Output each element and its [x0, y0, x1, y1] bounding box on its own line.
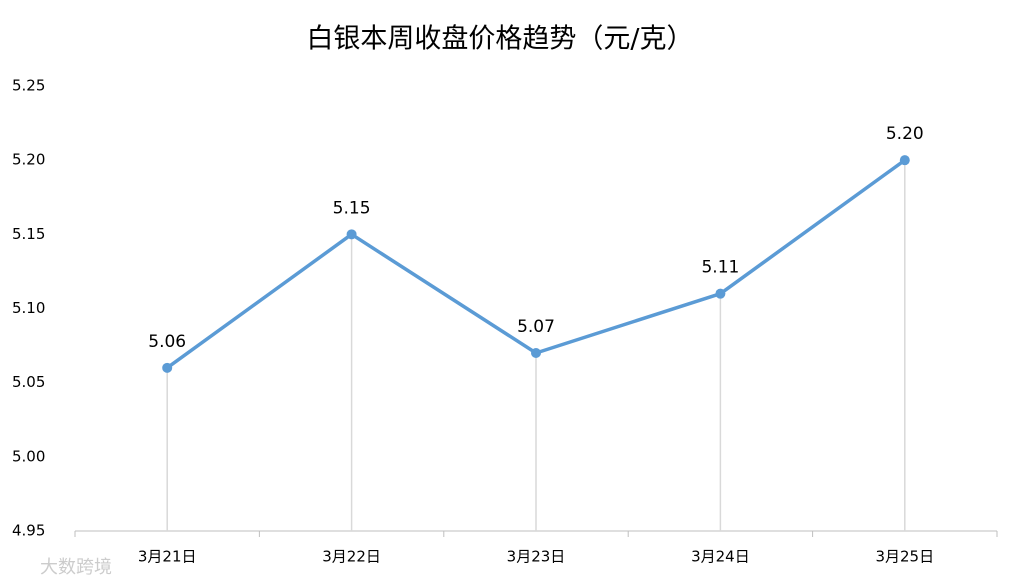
y-tick-label: 5.10	[12, 299, 45, 317]
x-tick-label: 3月22日	[322, 548, 381, 566]
point	[899, 155, 910, 166]
x-tick-label: 3月25日	[875, 548, 934, 566]
y-tick-label: 5.00	[12, 447, 45, 465]
y-tick-label: 5.25	[12, 77, 45, 95]
x-tick-label: 3月23日	[507, 548, 566, 566]
data-label: 5.11	[701, 258, 739, 278]
point	[531, 348, 541, 358]
point	[715, 288, 726, 299]
y-tick-label: 5.05	[12, 373, 45, 391]
data-label: 5.20	[886, 124, 924, 144]
data-label: 5.07	[517, 317, 555, 337]
y-tick-label: 4.95	[12, 522, 45, 540]
point	[346, 229, 357, 240]
y-tick-label: 5.15	[12, 225, 45, 243]
data-label: 5.15	[333, 198, 371, 218]
x-tick-label: 3月21日	[138, 548, 197, 566]
data-label: 5.06	[148, 332, 186, 352]
watermark: 大数跨境	[40, 557, 112, 578]
chart-title: 白银本周收盘价格趋势（元/克）	[306, 24, 693, 55]
point	[162, 362, 173, 373]
y-tick-label: 5.20	[12, 151, 45, 169]
x-tick-label: 3月24日	[691, 548, 750, 566]
